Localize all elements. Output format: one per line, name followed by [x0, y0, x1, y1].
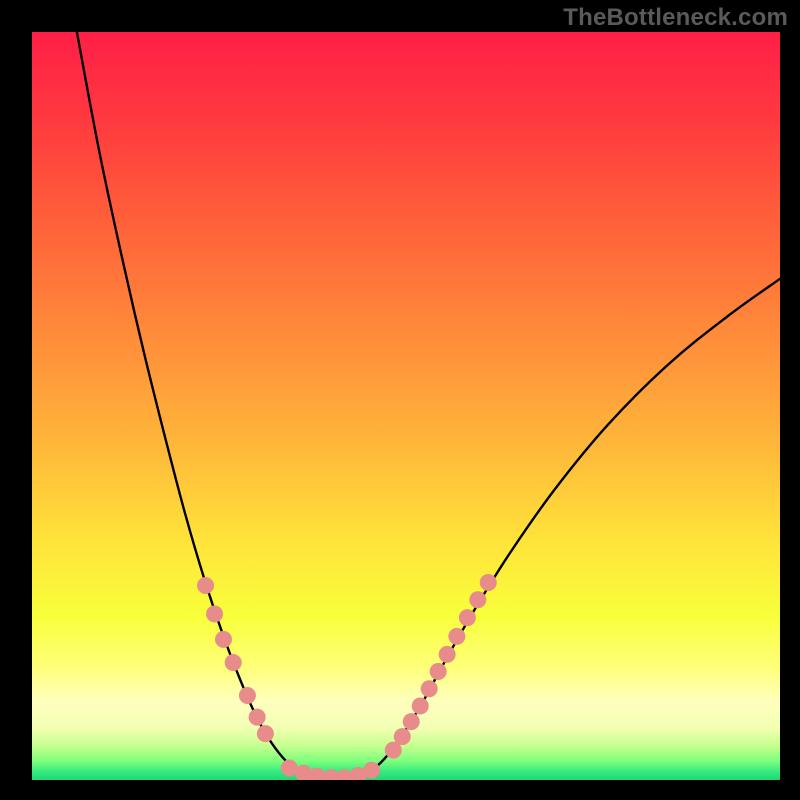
- marker-point: [363, 762, 380, 779]
- chart-frame: TheBottleneck.com: [0, 0, 800, 800]
- marker-point: [257, 725, 274, 742]
- marker-point: [225, 654, 242, 671]
- marker-point: [480, 574, 497, 591]
- marker-point: [206, 605, 223, 622]
- marker-point: [249, 709, 266, 726]
- marker-point: [430, 663, 447, 680]
- marker-point: [197, 577, 214, 594]
- marker-point: [394, 728, 411, 745]
- marker-point: [439, 646, 456, 663]
- marker-point: [239, 687, 256, 704]
- watermark-text: TheBottleneck.com: [563, 4, 788, 32]
- marker-point: [412, 697, 429, 714]
- marker-point: [421, 680, 438, 697]
- marker-point: [215, 631, 232, 648]
- marker-point: [403, 713, 420, 730]
- marker-point: [448, 628, 465, 645]
- gradient-background: [32, 32, 780, 780]
- bottleneck-curve-chart: [32, 32, 780, 780]
- marker-point: [459, 609, 476, 626]
- marker-point: [469, 591, 486, 608]
- plot-area: [32, 32, 780, 780]
